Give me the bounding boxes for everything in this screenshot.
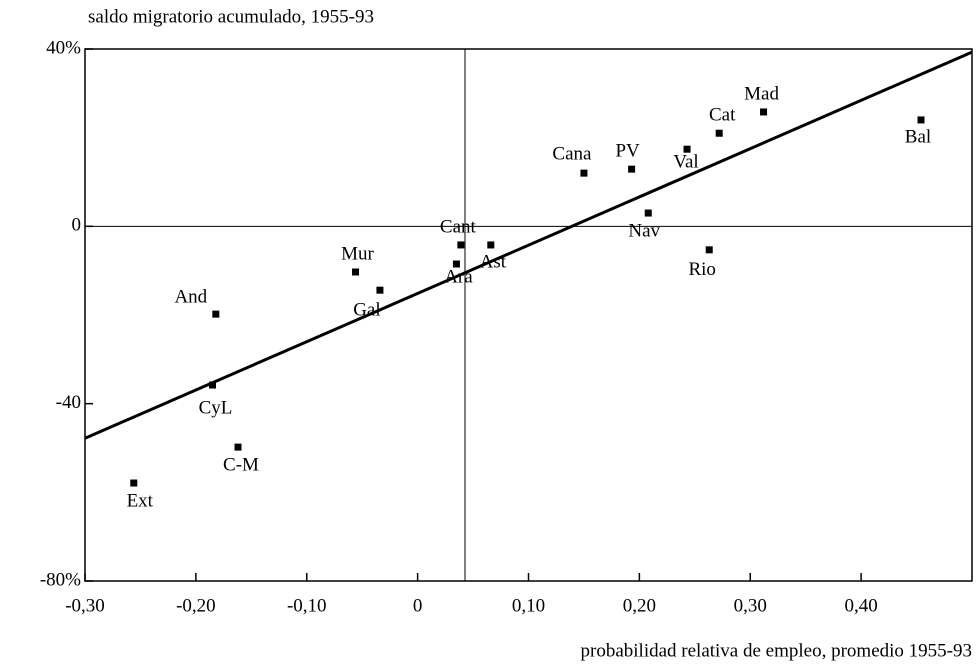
point-label: Nav <box>628 220 660 241</box>
point <box>212 310 220 318</box>
x-tick-label: 0 <box>413 595 423 616</box>
x-tick-label: 0,10 <box>512 595 545 616</box>
y-tick-label: -40 <box>56 392 81 413</box>
point <box>234 443 242 451</box>
point <box>209 381 217 389</box>
point-label: Mur <box>341 243 374 264</box>
point <box>457 241 465 249</box>
y-tick-label: 40% <box>46 37 81 58</box>
point <box>580 169 588 177</box>
point-label: CyL <box>199 397 233 418</box>
point <box>130 479 138 487</box>
point <box>683 145 691 153</box>
x-axis-label: probabilidad relativa de empleo, promedi… <box>581 640 973 661</box>
point-label: And <box>174 286 207 307</box>
point <box>452 260 460 268</box>
x-tick-label: 0,30 <box>734 595 767 616</box>
point-label: Cant <box>440 216 477 237</box>
point-label: Bal <box>905 126 931 147</box>
point-label: Ast <box>480 251 507 272</box>
point-label: C-M <box>223 454 259 475</box>
point-label: Gal <box>353 300 380 321</box>
point <box>628 165 636 173</box>
point <box>644 209 652 217</box>
x-tick-label: -0,30 <box>65 595 105 616</box>
point-label: Cat <box>709 105 736 126</box>
point <box>487 241 495 249</box>
chart-title: saldo migratorio acumulado, 1955-93 <box>88 6 374 27</box>
point-label: Mad <box>744 83 779 104</box>
point-label: Ara <box>444 266 473 287</box>
point <box>352 268 360 276</box>
y-tick-label: -80% <box>40 569 81 590</box>
point <box>705 246 713 254</box>
point <box>715 129 723 137</box>
x-tick-label: 0,40 <box>845 595 878 616</box>
point <box>917 116 925 124</box>
point <box>760 108 768 116</box>
point-label: Rio <box>688 259 715 280</box>
y-tick-label: 0 <box>72 215 82 236</box>
x-tick-label: -0,20 <box>176 595 216 616</box>
point-label: Ext <box>127 490 154 511</box>
point-label: Cana <box>552 143 592 164</box>
trend-line <box>84 50 973 440</box>
x-tick-label: -0,10 <box>287 595 327 616</box>
point-label: Val <box>673 152 698 173</box>
point-label: PV <box>615 141 640 162</box>
point <box>376 286 384 294</box>
x-tick-label: 0,20 <box>623 595 656 616</box>
